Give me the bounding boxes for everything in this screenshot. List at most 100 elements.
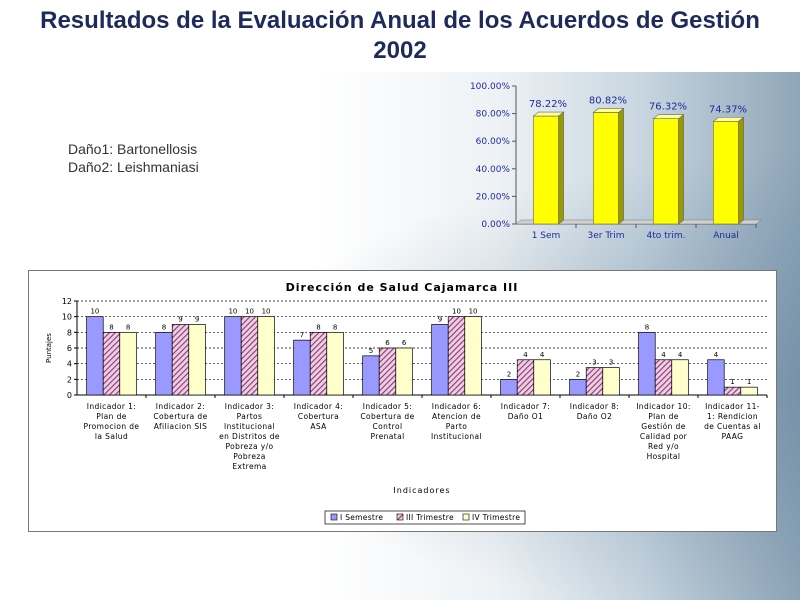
y-tick-label: 4 xyxy=(67,360,72,369)
legend-swatch xyxy=(462,513,470,521)
legend-label: IV Trimestre xyxy=(472,513,520,522)
bar-1 xyxy=(638,331,656,396)
bar-value-label: 10 xyxy=(469,308,478,316)
bar-1 xyxy=(500,378,518,396)
x-category-label-line: Partos xyxy=(237,412,263,421)
bar-value-label: 10 xyxy=(245,308,254,316)
bar-3 xyxy=(326,331,344,396)
bar-3 xyxy=(257,316,275,396)
summary-bar-value-label: 74.37% xyxy=(709,104,747,115)
bar-value-label: 3 xyxy=(592,359,596,367)
bar-2 xyxy=(171,324,190,396)
x-category-label-line: Control xyxy=(373,422,403,431)
bar-value-label: 1 xyxy=(747,378,751,386)
summary-bar xyxy=(533,115,559,225)
x-category-label-line: Promocion de xyxy=(84,422,140,431)
x-category-label-line: Indicador 8: xyxy=(570,402,619,411)
x-category-label-line: Atencion de xyxy=(432,412,481,421)
summary-bar xyxy=(593,112,619,225)
summary-bar xyxy=(653,118,679,225)
bar-value-label: 5 xyxy=(369,347,373,355)
legend-swatch xyxy=(330,513,338,521)
x-category-label-line: Indicador 11- xyxy=(705,402,760,411)
bar-value-label: 10 xyxy=(90,308,99,316)
bar-value-label: 8 xyxy=(645,323,649,331)
x-tick-label: 1 Sem xyxy=(532,231,561,241)
bar-value-label: 8 xyxy=(126,323,130,331)
legend-label: III Trimestre xyxy=(406,513,454,522)
x-category-label-line: Indicador 3: xyxy=(225,402,274,411)
x-category-label-line: Afiliacion SIS xyxy=(154,422,208,431)
y-tick-label: 10 xyxy=(62,313,72,322)
note-line-2: Daño2: Leishmaniasi xyxy=(68,159,199,175)
x-tick-label: 4to trim. xyxy=(647,231,686,241)
x-category-label-line: Indicador 10: xyxy=(636,402,691,411)
bar-1 xyxy=(293,339,311,396)
y-tick-label: 0 xyxy=(67,391,72,400)
summary-bar xyxy=(713,121,739,225)
bar-value-label: 10 xyxy=(452,308,461,316)
bar-3 xyxy=(602,367,620,396)
y-tick-label: 40.00% xyxy=(476,165,511,175)
bar-value-label: 6 xyxy=(402,339,407,347)
x-category-label-line: de Cuentas al xyxy=(704,422,761,431)
x-category-label-line: Cobertura xyxy=(298,412,339,421)
bar-value-label: 7 xyxy=(300,331,304,339)
x-category-label-line: Gestión de xyxy=(641,422,685,431)
y-tick-label: 2 xyxy=(67,375,72,384)
title-bar: Resultados de la Evaluación Anual de los… xyxy=(0,0,800,72)
bar-2 xyxy=(309,331,328,396)
indicator-bar-chart: Dirección de Salud Cajamarca III 0 2 4 6 8 10 1… xyxy=(45,281,768,525)
x-category-label-line: Indicador 6: xyxy=(432,402,481,411)
bar-value-label: 8 xyxy=(333,323,337,331)
x-category-label-line: Indicador 2: xyxy=(156,402,205,411)
bar-value-label: 6 xyxy=(385,339,390,347)
bar-1 xyxy=(86,316,104,396)
bar-value-label: 2 xyxy=(576,370,580,378)
bar-3 xyxy=(119,331,137,396)
bar-2 xyxy=(723,386,742,396)
legend-label: I Semestre xyxy=(340,513,383,522)
x-category-label-line: Institucional xyxy=(431,432,482,441)
bar-3 xyxy=(533,359,551,396)
y-tick-label: 6 xyxy=(67,344,72,353)
summary-bar-value-label: 78.22% xyxy=(529,99,567,110)
x-category-label-line: Cobertura de xyxy=(360,412,414,421)
bar-1 xyxy=(155,331,173,396)
legend-notes: Daño1: Bartonellosis Daño2: Leishmaniasi xyxy=(68,140,199,176)
x-category-label-line: Indicador 5: xyxy=(363,402,412,411)
x-category-label-line: ASA xyxy=(310,422,327,431)
x-tick-label: Anual xyxy=(713,231,739,241)
chart-title: Dirección de Salud Cajamarca III xyxy=(286,281,519,294)
bar-value-label: 10 xyxy=(228,308,237,316)
bar-value-label: 10 xyxy=(262,308,271,316)
bar-2 xyxy=(240,316,259,396)
bar-value-label: 4 xyxy=(678,351,683,359)
summary-bar-chart: 0.00% 20.00% 40.00% 60.00% 80.00% 100.00% 78.2… xyxy=(470,82,762,241)
bar-value-label: 8 xyxy=(109,323,113,331)
chart-legend: I Semestre III Trimestre IV Trimestre xyxy=(324,510,526,525)
summary-bar-value-label: 80.82% xyxy=(589,95,627,106)
x-category-label-line: Extrema xyxy=(232,462,266,471)
y-tick-label: 60.00% xyxy=(476,137,511,147)
x-category-label-line: Institucional xyxy=(224,422,275,431)
y-tick-label: 100.00% xyxy=(470,82,510,92)
y-tick-label: 8 xyxy=(67,328,72,337)
x-category-label-line: Hospital xyxy=(647,452,681,461)
bar-value-label: 4 xyxy=(523,351,528,359)
x-category-label-line: Indicador 1: xyxy=(87,402,136,411)
bar-value-label: 4 xyxy=(661,351,666,359)
x-category-label-line: Plan de xyxy=(96,412,127,421)
x-category-label-line: la Salud xyxy=(95,432,128,441)
x-category-label-line: Prenatal xyxy=(370,432,404,441)
bar-value-label: 8 xyxy=(162,323,166,331)
bar-1 xyxy=(431,324,449,396)
bar-value-label: 9 xyxy=(438,316,442,324)
slide-title: Resultados de la Evaluación Anual de los… xyxy=(40,7,760,64)
legend-box xyxy=(324,510,526,525)
bar-2 xyxy=(378,347,397,396)
bar-1 xyxy=(224,316,242,396)
y-tick-label: 20.00% xyxy=(476,192,511,202)
bar-2 xyxy=(447,316,466,396)
